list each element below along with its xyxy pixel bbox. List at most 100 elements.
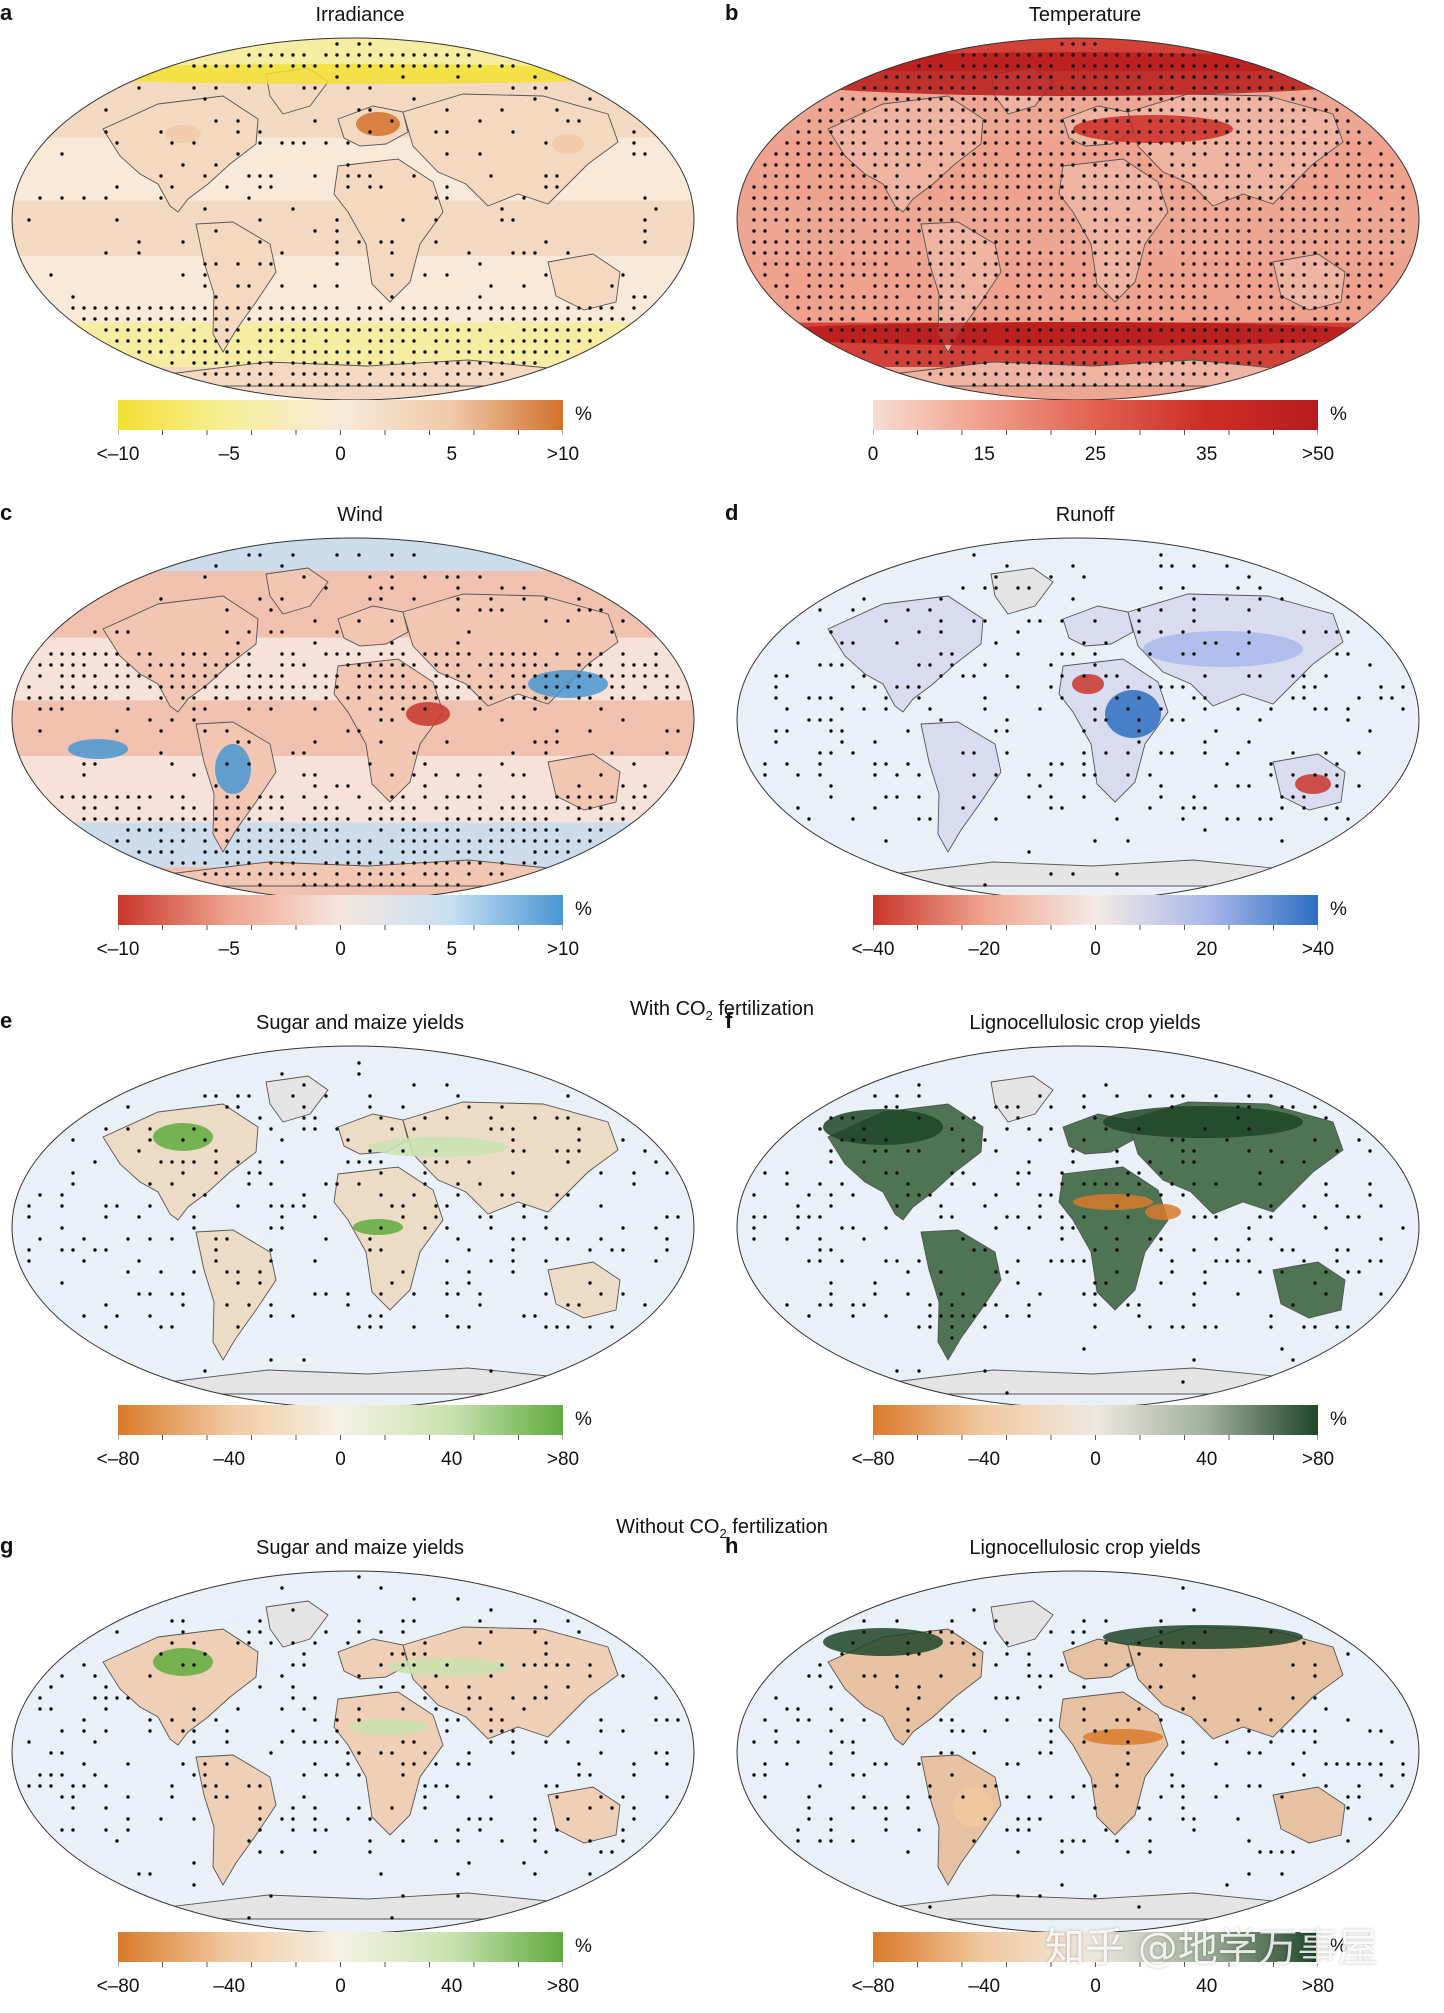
- colorbar-unit: %: [575, 1409, 592, 1430]
- map-content: [12, 38, 694, 400]
- colorbar-tick-label: –5: [218, 444, 240, 465]
- panel-title: Lignocellulosic crop yields: [969, 1537, 1201, 1559]
- panel-e: e Sugar and maize yields: [0, 1008, 720, 1488]
- panel-title: Wind: [337, 504, 383, 526]
- map-content: [12, 538, 694, 900]
- heading-without-co2-suffix: fertilization: [726, 1516, 828, 1538]
- panel-letter: g: [0, 1533, 14, 1558]
- panel-letter: e: [0, 1008, 13, 1033]
- world-map: [11, 537, 695, 901]
- colorbar-tick-label: >10: [546, 444, 580, 465]
- colorbar-tick-label: <–80: [96, 1976, 140, 1997]
- colorbar: <–40 –20 0 20 >40%: [852, 895, 1347, 965]
- heading-without-co2-sub: 2: [719, 1526, 727, 1541]
- world-map: [11, 1570, 695, 1934]
- significance-stippling: [752, 42, 1405, 387]
- panel-c: c Wind: [0, 500, 720, 980]
- colorbar-tick-label: <–40: [851, 939, 895, 960]
- colorbar-tick-label: 0: [867, 444, 879, 465]
- colorbar-tick-label: –40: [968, 1976, 1001, 1997]
- significance-stippling: [27, 553, 680, 887]
- colorbar-tick-label: <–80: [851, 1976, 895, 1997]
- colorbar-unit: %: [575, 899, 592, 920]
- continent-greenland: [265, 567, 329, 615]
- heading-with-co2-sub: 2: [705, 1008, 713, 1023]
- panel-letter: d: [725, 500, 739, 525]
- map-content: [737, 538, 1419, 900]
- panel-g: g Sugar and maize yields: [0, 1533, 720, 2013]
- continent-africa: [333, 1166, 444, 1311]
- continent-greenland: [265, 1075, 329, 1123]
- continent-asia: [402, 1626, 619, 1740]
- map-content: [12, 1046, 694, 1408]
- significance-stippling: [27, 42, 658, 387]
- colorbar-tick-label: <–10: [96, 444, 140, 465]
- panel-b: b Temperature: [725, 0, 1444, 480]
- continent-northAmerica: [102, 1628, 259, 1746]
- colorbar-unit: %: [575, 1936, 592, 1957]
- colorbar-unit: %: [1330, 1409, 1347, 1430]
- map-content: [737, 1571, 1419, 1933]
- colorbar-tick-label: 40: [441, 1449, 463, 1470]
- colorbar-unit: %: [1330, 404, 1347, 425]
- panel-letter: a: [0, 0, 13, 25]
- colorbar-tick-label: 0: [1090, 939, 1101, 960]
- colorbar-tick-label: 0: [1090, 1976, 1101, 1997]
- continent-antarctica: [892, 1892, 1294, 1920]
- colorbar-unit: %: [575, 404, 592, 425]
- colorbar-tick-label: 5: [446, 444, 458, 465]
- colorbar-unit: %: [1330, 899, 1347, 920]
- colorbar-tick-label: 15: [973, 444, 995, 465]
- continent-northAmerica: [102, 95, 259, 213]
- significance-stippling: [752, 1586, 1405, 1909]
- colorbar-gradient: [872, 1405, 1319, 1440]
- colorbar-tick-label: –5: [218, 939, 240, 960]
- continent-europe: [1062, 605, 1134, 647]
- colorbar-tick-label: 0: [335, 939, 346, 960]
- panel-letter: h: [725, 1533, 739, 1558]
- colorbar-tick-label: 25: [1084, 444, 1107, 465]
- colorbar-tick-label: 40: [1196, 1976, 1218, 1997]
- colorbar: <–80 –40 0 40 >80%: [852, 1405, 1347, 1475]
- colorbar: <–80 –40 0 40 >80%: [97, 1405, 592, 1475]
- continent-europe: [1062, 1638, 1134, 1680]
- continent-northAmerica: [827, 95, 984, 213]
- continent-greenland: [990, 567, 1054, 615]
- colorbar-gradient: [872, 895, 1319, 930]
- continent-southAmerica: [920, 721, 1002, 853]
- continent-northAmerica: [102, 1103, 259, 1221]
- heading-without-co2: Without CO2 fertilization: [0, 1516, 1444, 1541]
- colorbar-gradient: [117, 400, 564, 435]
- continent-southAmerica: [920, 1229, 1002, 1361]
- significance-stippling: [27, 1061, 680, 1373]
- colorbar-tick-label: 0: [1090, 1449, 1101, 1470]
- colorbar-gradient: [117, 1932, 564, 1967]
- colorbar-unit: %: [1330, 1936, 1347, 1957]
- colorbar-tick-label: >40: [1301, 939, 1335, 960]
- panel-title: Runoff: [1055, 504, 1115, 526]
- panel-title: Temperature: [1028, 4, 1142, 26]
- colorbar-tick-label: 0: [335, 1976, 346, 1997]
- panel-h: h Lignocellulosic crop yields: [725, 1533, 1444, 2013]
- world-map: [736, 1570, 1420, 1934]
- colorbar-tick-label: 35: [1196, 444, 1218, 465]
- map-content: [737, 38, 1419, 400]
- continent-greenland: [265, 1600, 329, 1648]
- continent-antarctica: [167, 1892, 569, 1920]
- colorbar-tick-label: 0: [335, 444, 346, 465]
- continent-africa: [333, 658, 444, 803]
- colorbar-tick-label: >50: [1301, 444, 1335, 465]
- colorbar-tick-label: >80: [1301, 1449, 1335, 1470]
- continent-australia: [1272, 1786, 1346, 1844]
- colorbar-tick-label: <–10: [96, 939, 140, 960]
- colorbar-tick-label: <–80: [96, 1449, 140, 1470]
- continent-asia: [402, 93, 619, 207]
- colorbar-tick-label: –40: [968, 1449, 1001, 1470]
- continent-northAmerica: [827, 595, 984, 713]
- significance-stippling: [27, 1575, 680, 1920]
- world-map: [736, 1045, 1420, 1409]
- continent-northAmerica: [827, 1628, 984, 1746]
- world-map: [11, 37, 695, 401]
- panel-letter: c: [0, 500, 13, 525]
- continent-africa: [1058, 158, 1169, 303]
